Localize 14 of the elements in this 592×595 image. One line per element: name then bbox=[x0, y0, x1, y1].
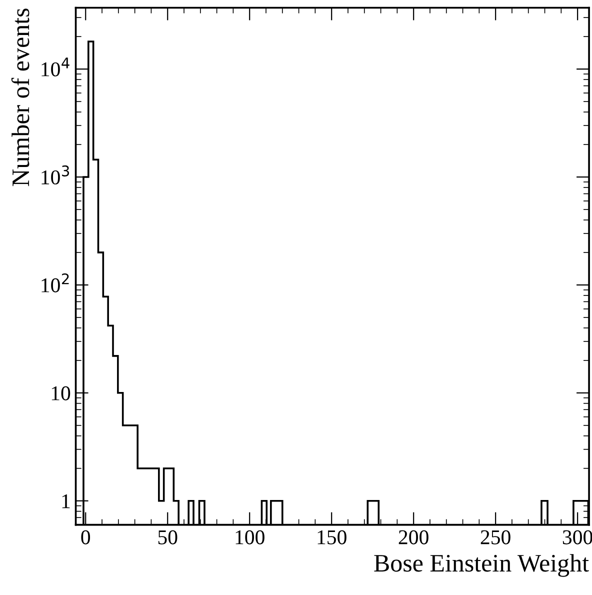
x-tick-label: 50 bbox=[158, 530, 178, 544]
y-tick-label: 10$^{3}$ bbox=[42, 165, 70, 184]
y-tick-label: 10$^{2}$ bbox=[42, 273, 69, 292]
y-tick-label: 10$^{4}$ bbox=[42, 58, 70, 76]
x-tick-label: 100 bbox=[236, 530, 264, 544]
x-tick-label: 300 bbox=[562, 530, 592, 544]
x-tick-label: 150 bbox=[318, 530, 346, 544]
x-tick-label: 200 bbox=[398, 530, 428, 544]
x-tick-label: 0 bbox=[81, 530, 90, 544]
y-tick-label: 1 bbox=[62, 494, 70, 508]
x-tick-label: 250 bbox=[480, 530, 510, 544]
y-tick-label: 10 bbox=[52, 386, 70, 400]
y-axis-title: Number of events bbox=[11, 8, 30, 186]
x-axis-title: Bose Einstein Weight bbox=[374, 554, 589, 577]
